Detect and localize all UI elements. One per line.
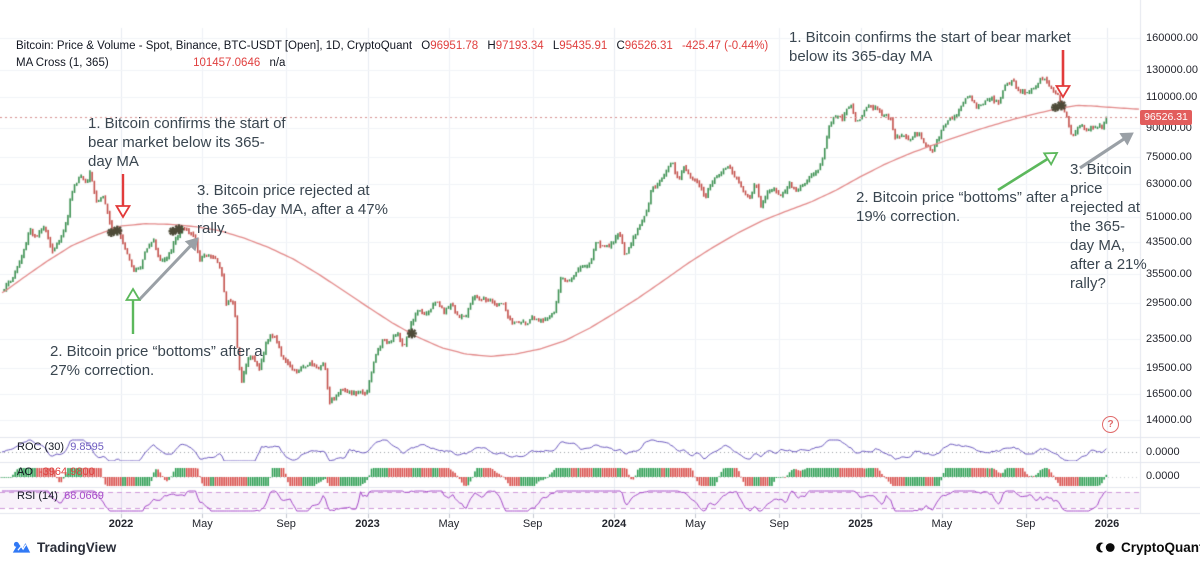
cryptoquant-logo-icon [1096, 542, 1115, 553]
cryptoquant-attribution[interactable]: CryptoQuant [1096, 540, 1200, 555]
close-value: 96526.31 [624, 40, 673, 52]
symbol-header[interactable]: Bitcoin: Price & Volume - Spot, Binance,… [16, 40, 768, 52]
rsi-name: RSI (14) [17, 490, 58, 502]
tradingview-logo-text: TradingView [37, 540, 117, 555]
price-axis-label: 29500.00 [1146, 297, 1192, 309]
time-axis-label: May [684, 518, 706, 530]
roc-value: 9.8595 [70, 441, 104, 453]
annotation-left-rejection: 3. Bitcoin price rejected at the 365-day… [197, 182, 388, 237]
roc-name: ROC (30) [17, 441, 65, 453]
ao-name: AO [17, 466, 33, 478]
price-axis-label: 16500.00 [1146, 388, 1192, 401]
tradingview-logo-icon [12, 541, 31, 553]
time-axis-label: May [191, 518, 213, 530]
tradingview-attribution[interactable]: TradingView [12, 540, 116, 555]
time-axis-label: Sep [1015, 518, 1036, 530]
high-label: H [487, 40, 496, 52]
annotation-left-bottom: 2. Bitcoin price “bottoms” after a 27% c… [50, 343, 263, 379]
roc-zero-label: 0.0000 [1146, 446, 1180, 458]
ma-cross-value: 101457.0646 [193, 57, 261, 69]
time-axis-label: 2024 [601, 518, 627, 530]
time-axis-label: 2023 [355, 518, 380, 530]
price-axis-label: 14000.00 [1146, 413, 1192, 426]
high-value: 97193.34 [495, 40, 544, 52]
ma-cross-na: n/a [269, 57, 286, 69]
price-axis-label: 110000.00 [1146, 90, 1198, 103]
symbol-title: Bitcoin: Price & Volume - Spot, Binance,… [16, 40, 413, 52]
price-axis-label: 19500.00 [1146, 361, 1192, 374]
ma-indicator-header[interactable]: MA Cross (1, 365) 101457.0646 n/a [16, 57, 285, 69]
price-axis-label: 75000.00 [1146, 150, 1192, 163]
low-label: L [552, 40, 560, 52]
price-axis-label: 90000.00 [1146, 122, 1192, 134]
rsi-indicator-label[interactable]: RSI (14) 68.0669 [17, 490, 104, 502]
price-axis-label: 160000.00 [1146, 31, 1198, 44]
time-axis-label: May [931, 518, 953, 530]
annotation-right-bottom: 2. Bitcoin price “bottoms” after a 19% c… [856, 189, 1069, 225]
ao-value: -3964.9800 [39, 466, 95, 478]
price-axis-label: 43500.00 [1146, 236, 1192, 249]
price-axis-label: 23500.00 [1146, 332, 1192, 345]
annotation-left-bear-cross: 1. Bitcoin confirms the start of bear ma… [88, 115, 286, 170]
price-axis-label: 51000.00 [1146, 211, 1192, 224]
low-value: 95435.91 [559, 40, 608, 52]
change-value: -425.47 (-0.44%) [681, 40, 769, 52]
price-axis-label: 63000.00 [1146, 177, 1192, 190]
help-question-icon[interactable]: ? [1102, 416, 1119, 433]
price-axis-label: 130000.00 [1146, 64, 1198, 77]
time-axis-label: 2025 [848, 518, 873, 530]
time-axis-label: Sep [276, 518, 296, 530]
annotation-right-bear-cross: 1. Bitcoin confirms the start of bear ma… [789, 29, 1071, 65]
time-axis-label: Sep [522, 518, 543, 530]
last-price-badge: 96526.31 [1140, 109, 1192, 125]
close-label: C [616, 40, 625, 52]
roc-indicator-label[interactable]: ROC (30) 9.8595 [17, 441, 104, 453]
open-label: O [421, 40, 431, 52]
annotation-right-rejection: 3. Bitcoin price rejected at the 365-day… [1070, 161, 1147, 292]
time-axis-label: 2026 [1094, 518, 1120, 530]
rsi-value: 68.0669 [64, 490, 104, 502]
ma-cross-label: MA Cross (1, 365) [16, 57, 109, 69]
time-axis-label: May [438, 518, 460, 530]
open-value: 96951.78 [430, 40, 479, 52]
ao-zero-label: 0.0000 [1146, 470, 1180, 482]
price-axis-label: 35500.00 [1146, 267, 1192, 280]
time-axis-label: Sep [769, 518, 789, 530]
ao-indicator-label[interactable]: AO -3964.9800 [17, 466, 95, 478]
time-axis-label: 2022 [108, 518, 134, 530]
cryptoquant-logo-text: CryptoQuant [1121, 540, 1200, 555]
